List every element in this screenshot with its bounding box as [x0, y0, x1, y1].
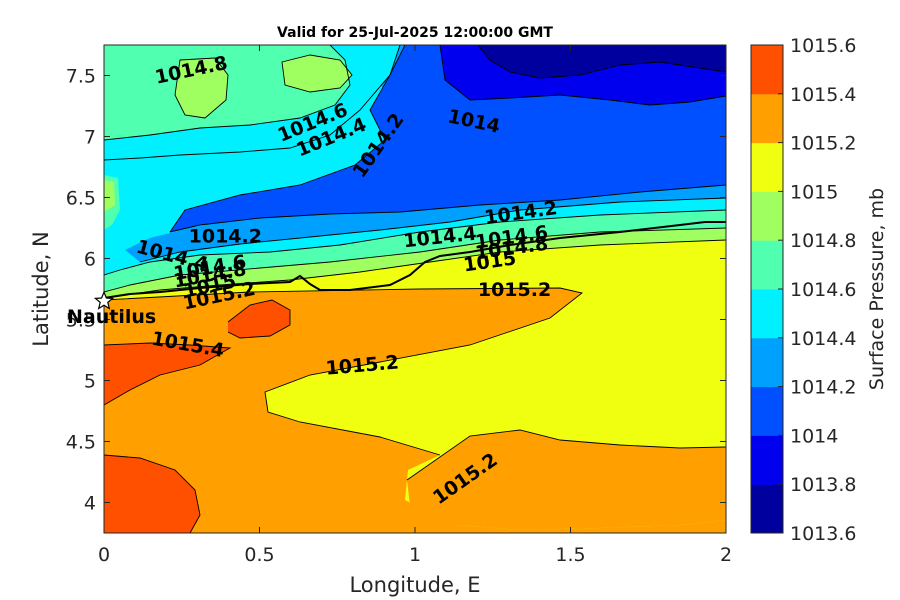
x-tick-label: 2 [720, 544, 732, 566]
colorbar-tick-label: 1014.6 [790, 279, 856, 301]
colorbar-segment [751, 289, 783, 339]
colorbar-segment [751, 240, 783, 290]
colorbar-tick-label: 1015.4 [790, 84, 856, 106]
band-1015.4-center [228, 300, 290, 338]
y-tick-label: 5.5 [66, 310, 96, 332]
colorbar-tick-label: 1015.6 [790, 35, 856, 57]
colorbar-segment [751, 435, 783, 485]
colorbar-tick-label: 1015 [790, 181, 838, 203]
colorbar-segment [751, 484, 783, 534]
colorbar-segment [751, 142, 783, 192]
band-1014.8-west-edge [104, 180, 115, 212]
contour-label: 1014.2 [189, 225, 262, 247]
y-axis: 4 4.5 5 5.5 6 6.5 7 7.5 [66, 66, 726, 515]
chart-title: Valid for 25-Jul-2025 12:00:00 GMT [277, 25, 553, 41]
y-tick-label: 7 [84, 127, 96, 149]
x-tick-label: 0.5 [244, 544, 274, 566]
colorbar-tick-label: 1014.8 [790, 230, 856, 252]
colorbar-tick-label: 1015.2 [790, 133, 856, 155]
y-tick-label: 6 [84, 249, 96, 271]
colorbar-segment [751, 45, 783, 95]
y-tick-label: 4.5 [66, 432, 96, 454]
y-axis-title: Latitude, N [29, 231, 53, 347]
colorbar-tick-label: 1013.8 [790, 474, 856, 496]
colorbar-segment [751, 191, 783, 241]
colorbar-tick-label: 1014.4 [790, 328, 856, 350]
station-marker: Nautilus [67, 290, 156, 328]
station-star-icon [93, 290, 115, 310]
x-axis-title: Longitude, E [349, 573, 480, 597]
band-1014.8-strip [104, 228, 726, 298]
colorbar-tick-label: 1014 [790, 425, 838, 447]
colorbar-segment [751, 93, 783, 144]
station-label: Nautilus [67, 306, 156, 328]
colorbar-tick-label: 1014.2 [790, 377, 856, 399]
x-tick-label: 1 [409, 544, 421, 566]
x-tick-label: 1.5 [555, 544, 585, 566]
colorbar: 1013.6 1013.8 1014 1014.2 1014.4 1014.6 1014.8… [750, 35, 856, 545]
contour-lines [104, 45, 726, 533]
band-1015.2-south [104, 288, 726, 533]
x-axis: 0 0.5 1 1.5 2 [98, 45, 732, 566]
x-tick-label: 0 [98, 544, 110, 566]
band-1015.4-southwest [104, 455, 200, 533]
y-tick-label: 5 [84, 371, 96, 393]
band-1014.8-northwest-blob [175, 58, 228, 118]
colorbar-segment [751, 386, 783, 436]
contour-label: 1015.2 [478, 279, 551, 301]
band-1015.4-west [104, 343, 230, 405]
y-tick-label: 6.5 [66, 188, 96, 210]
band-1014.8-northeast-blob [282, 55, 352, 92]
y-tick-label: 4 [84, 493, 96, 515]
coastline [104, 221, 726, 299]
colorbar-title: Surface Pressure, mb [866, 188, 888, 390]
colorbar-segment [751, 337, 783, 388]
colorbar-tick-label: 1013.6 [790, 523, 856, 545]
band-1013.6 [478, 45, 726, 78]
y-tick-label: 7.5 [66, 66, 96, 88]
band-1015.2-southeast [407, 430, 726, 530]
